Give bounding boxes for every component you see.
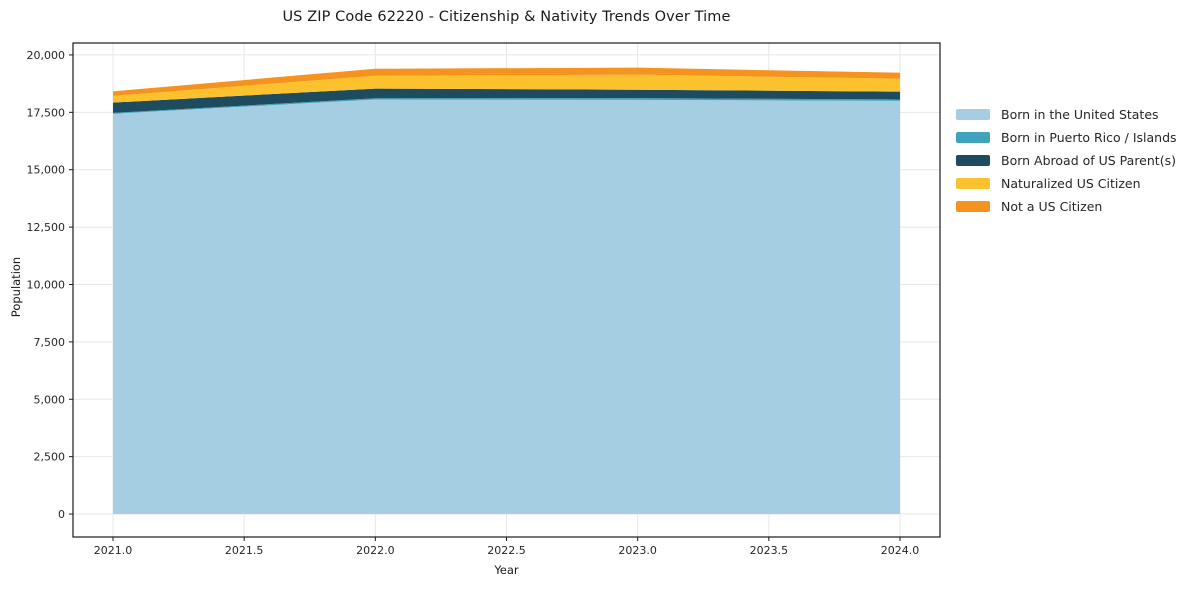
y-tick-label: 12,500	[27, 221, 66, 234]
legend-swatch-icon	[956, 178, 990, 189]
legend-swatch-icon	[956, 155, 990, 166]
legend-item-4: Not a US Citizen	[956, 195, 1177, 218]
legend-label: Born Abroad of US Parent(s)	[1001, 153, 1176, 168]
y-tick-label: 20,000	[27, 49, 66, 62]
legend: Born in the United States Born in Puerto …	[956, 103, 1177, 218]
chart-title: US ZIP Code 62220 - Citizenship & Nativi…	[282, 9, 731, 25]
x-tick-label: 2023.0	[618, 544, 657, 557]
legend-item-0: Born in the United States	[956, 103, 1177, 126]
legend-swatch-icon	[956, 109, 990, 120]
y-tick-label: 15,000	[27, 164, 66, 177]
area-series-1	[113, 98, 900, 114]
x-tick-label: 2022.0	[356, 544, 395, 557]
x-tick-label: 2024.0	[881, 544, 920, 557]
legend-label: Born in the United States	[1001, 107, 1159, 122]
x-tick-label: 2021.5	[225, 544, 264, 557]
legend-item-3: Naturalized US Citizen	[956, 172, 1177, 195]
x-tick-label: 2021.0	[94, 544, 133, 557]
legend-item-1: Born in Puerto Rico / Islands	[956, 126, 1177, 149]
area-series-2	[113, 88, 900, 113]
legend-label: Not a US Citizen	[1001, 199, 1103, 214]
y-tick-label: 2,500	[34, 451, 66, 464]
area-series-3	[113, 74, 900, 103]
legend-label: Born in Puerto Rico / Islands	[1001, 130, 1177, 145]
y-tick-label: 0	[58, 508, 65, 521]
legend-swatch-icon	[956, 132, 990, 143]
legend-item-2: Born Abroad of US Parent(s)	[956, 149, 1177, 172]
y-tick-label: 10,000	[27, 278, 66, 291]
y-tick-label: 17,500	[27, 106, 66, 119]
legend-swatch-icon	[956, 201, 990, 212]
legend-label: Naturalized US Citizen	[1001, 176, 1141, 191]
x-tick-label: 2023.5	[750, 544, 789, 557]
y-tick-label: 5,000	[34, 393, 66, 406]
x-axis-label: Year	[494, 563, 519, 577]
y-axis-label: Population	[9, 256, 23, 318]
area-series-4	[113, 67, 900, 96]
y-tick-label: 7,500	[34, 336, 66, 349]
area-series-0	[113, 99, 900, 515]
x-tick-label: 2022.5	[487, 544, 526, 557]
